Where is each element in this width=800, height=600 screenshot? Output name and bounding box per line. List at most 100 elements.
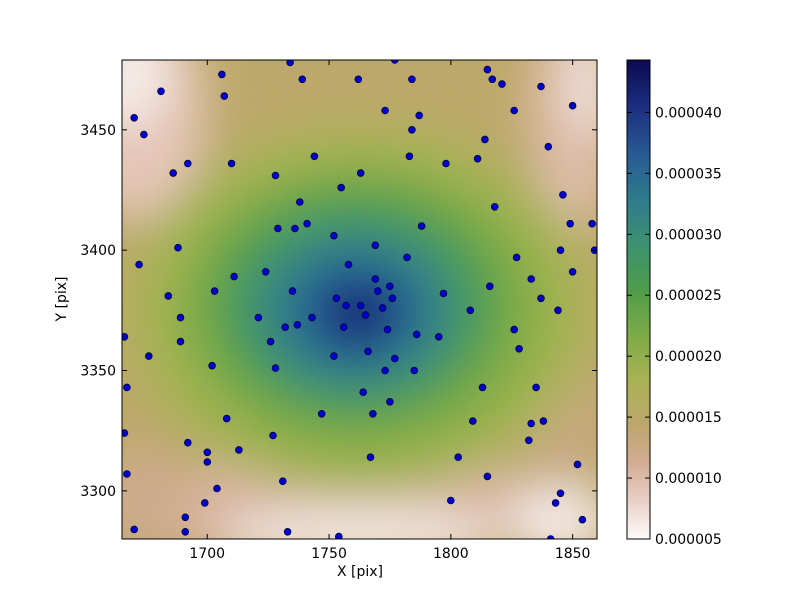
scatter-point: [254, 313, 263, 322]
scatter-point: [278, 477, 287, 486]
scatter-point: [366, 453, 375, 462]
scatter-point: [386, 282, 394, 291]
scatter-point: [524, 436, 533, 445]
scatter-point: [568, 267, 577, 276]
scatter-point: [181, 527, 190, 536]
colorbar-ticks: 0.000005 0.000010 0.000015 0.000020 0.000025…: [627, 105, 722, 548]
scatter-point: [408, 126, 416, 134]
scatter-point: [140, 130, 148, 139]
scatter-point: [344, 260, 353, 269]
scatter-point: [566, 219, 574, 228]
scatter-point: [274, 224, 282, 233]
scatter-point: [510, 325, 519, 334]
scatter-point: [391, 60, 399, 64]
scatter-point: [498, 80, 506, 88]
scatter-point: [230, 272, 238, 281]
scatter-point: [556, 246, 565, 255]
scatter-point: [527, 419, 535, 428]
scatter-point: [408, 75, 416, 84]
scatter-point: [271, 171, 280, 180]
scatter-point: [293, 320, 302, 329]
scatter-point: [356, 169, 365, 177]
scatter-point: [412, 330, 421, 339]
scatter-point: [271, 364, 280, 372]
scatter-point: [556, 489, 565, 498]
colorbar-tick-label: 0.000040: [655, 105, 722, 121]
scatter-point: [261, 267, 270, 276]
scatter-point: [330, 231, 338, 240]
scatter-point: [373, 287, 382, 295]
scatter-point: [361, 311, 370, 319]
scatter-point: [130, 525, 139, 534]
scatter-point: [510, 106, 519, 115]
scatter-point: [512, 253, 521, 262]
x-tick-label: 1750: [311, 546, 347, 562]
scatter-point: [473, 154, 482, 163]
scatter-point: [266, 337, 275, 346]
colorbar-tick-label: 0.000030: [655, 227, 722, 243]
x-tick-label: 1700: [189, 546, 225, 562]
scatter-point: [269, 431, 277, 440]
scatter-point: [483, 472, 492, 481]
scatter-point: [283, 527, 292, 536]
scatter-point: [220, 92, 229, 100]
scatter-point: [222, 414, 231, 423]
scatter-point: [364, 347, 372, 356]
scatter-point: [478, 383, 487, 392]
y-tick-label: 3400: [80, 243, 116, 259]
scatter-point: [164, 292, 173, 300]
colorbar: 0.000005 0.000010 0.000015 0.000020 0.000025…: [626, 59, 722, 548]
scatter-point: [446, 496, 455, 505]
scatter-point: [145, 352, 153, 360]
scatter-point: [381, 366, 389, 375]
scatter-point: [317, 409, 326, 418]
scatter-point: [286, 60, 294, 67]
scatter-point: [490, 203, 499, 211]
scatter-point: [122, 333, 129, 341]
scatter-point: [356, 301, 365, 310]
scatter-points: [122, 60, 597, 539]
scatter-point: [544, 142, 553, 151]
scatter-point: [135, 260, 143, 269]
scatter-point: [415, 111, 424, 120]
scatter-point: [405, 152, 414, 161]
colorbar-tick-label: 0.000020: [655, 349, 722, 365]
scatter-point: [176, 313, 185, 322]
colorbar-tick-label: 0.000035: [655, 166, 722, 182]
scatter-point: [281, 323, 290, 332]
scatter-point: [176, 337, 185, 346]
scatter-point: [174, 243, 182, 252]
y-tick-label: 3450: [80, 123, 116, 139]
scatter-point: [403, 253, 411, 262]
scatter-point: [210, 287, 219, 295]
scatter-point: [181, 513, 190, 522]
scatter-point: [483, 65, 492, 74]
scatter-point: [308, 313, 316, 322]
scatter-point: [369, 409, 377, 418]
scatter-point: [332, 294, 341, 303]
x-tick-label: 1800: [433, 546, 469, 562]
scatter-point: [337, 183, 346, 192]
scatter-point: [485, 282, 494, 291]
scatter-point: [468, 417, 477, 425]
scatter-point: [488, 75, 497, 84]
scatter-point: [466, 306, 475, 315]
colorbar-tick-label: 0.000025: [655, 288, 722, 304]
scatter-point: [573, 460, 582, 469]
x-tick-label: 1850: [555, 546, 591, 562]
scatter-point: [203, 448, 212, 457]
scatter-point: [218, 70, 226, 79]
y-axis-label: Y [pix]: [54, 277, 70, 323]
colorbar-tick-label: 0.000010: [655, 471, 722, 487]
scatter-point: [410, 366, 419, 375]
scatter-point: [442, 159, 450, 168]
x-axis-ticks: 1700 1750 1800 1850: [189, 60, 590, 562]
scatter-point: [339, 323, 348, 332]
x-axis-label: X [pix]: [337, 564, 383, 580]
scatter-point: [539, 417, 548, 425]
scatter-point: [554, 306, 562, 315]
scatter-point: [481, 135, 489, 144]
scatter-point: [157, 87, 165, 96]
scatter-point: [559, 191, 567, 199]
scatter-point: [335, 532, 343, 539]
